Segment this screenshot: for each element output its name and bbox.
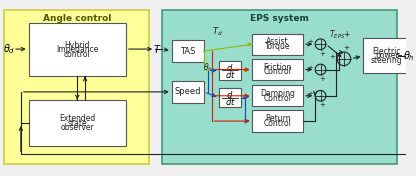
Bar bbox=[253, 110, 303, 132]
Text: Damping: Damping bbox=[260, 89, 295, 98]
Text: Extended: Extended bbox=[59, 114, 95, 123]
Text: Control: Control bbox=[264, 94, 292, 103]
Bar bbox=[29, 23, 126, 76]
Text: TAS: TAS bbox=[180, 46, 196, 55]
Text: +: + bbox=[329, 54, 335, 60]
Text: Friction: Friction bbox=[264, 63, 292, 72]
Text: control: control bbox=[64, 50, 91, 59]
Text: Hybrid: Hybrid bbox=[64, 40, 90, 49]
Text: $d$: $d$ bbox=[226, 62, 234, 73]
Text: EPS system: EPS system bbox=[250, 14, 309, 23]
Text: steering: steering bbox=[371, 56, 403, 65]
Text: +: + bbox=[319, 102, 325, 108]
Text: +: + bbox=[307, 39, 313, 45]
Bar bbox=[253, 59, 303, 80]
Text: Return: Return bbox=[265, 114, 290, 123]
Text: Control: Control bbox=[264, 119, 292, 128]
Text: state: state bbox=[67, 118, 87, 128]
Text: +: + bbox=[319, 76, 325, 82]
Text: observer: observer bbox=[60, 123, 94, 132]
Text: $\theta_h$: $\theta_h$ bbox=[403, 49, 415, 63]
Bar bbox=[29, 100, 126, 146]
Text: Angle control: Angle control bbox=[42, 14, 111, 23]
Text: +: + bbox=[343, 45, 349, 51]
Text: Impedance: Impedance bbox=[56, 45, 99, 54]
Bar bbox=[253, 85, 303, 106]
Text: Torque: Torque bbox=[265, 42, 290, 51]
Text: +: + bbox=[319, 51, 325, 56]
Text: $dt$: $dt$ bbox=[225, 69, 235, 80]
Text: power: power bbox=[375, 51, 399, 60]
Bar bbox=[4, 10, 149, 164]
Text: Speed: Speed bbox=[174, 87, 201, 96]
Bar bbox=[219, 61, 241, 80]
Text: +: + bbox=[307, 91, 313, 97]
Text: $\theta_h$: $\theta_h$ bbox=[203, 61, 213, 74]
Text: Assist: Assist bbox=[266, 37, 289, 46]
Bar bbox=[172, 81, 204, 103]
Text: Electric: Electric bbox=[372, 47, 401, 56]
Text: Control: Control bbox=[264, 67, 292, 76]
Bar bbox=[162, 10, 397, 164]
Text: $dt$: $dt$ bbox=[225, 96, 235, 107]
Text: $\theta_{d}$: $\theta_{d}$ bbox=[3, 42, 16, 56]
Bar bbox=[253, 33, 303, 55]
Bar bbox=[219, 88, 241, 108]
Text: +: + bbox=[307, 65, 313, 71]
Bar bbox=[363, 38, 410, 73]
Text: $d$: $d$ bbox=[226, 89, 234, 100]
Bar bbox=[172, 40, 204, 62]
Text: $T_{EPS}$+: $T_{EPS}$+ bbox=[329, 28, 351, 41]
Text: $T_d$: $T_d$ bbox=[212, 25, 223, 38]
Text: $T$: $T$ bbox=[153, 43, 161, 55]
